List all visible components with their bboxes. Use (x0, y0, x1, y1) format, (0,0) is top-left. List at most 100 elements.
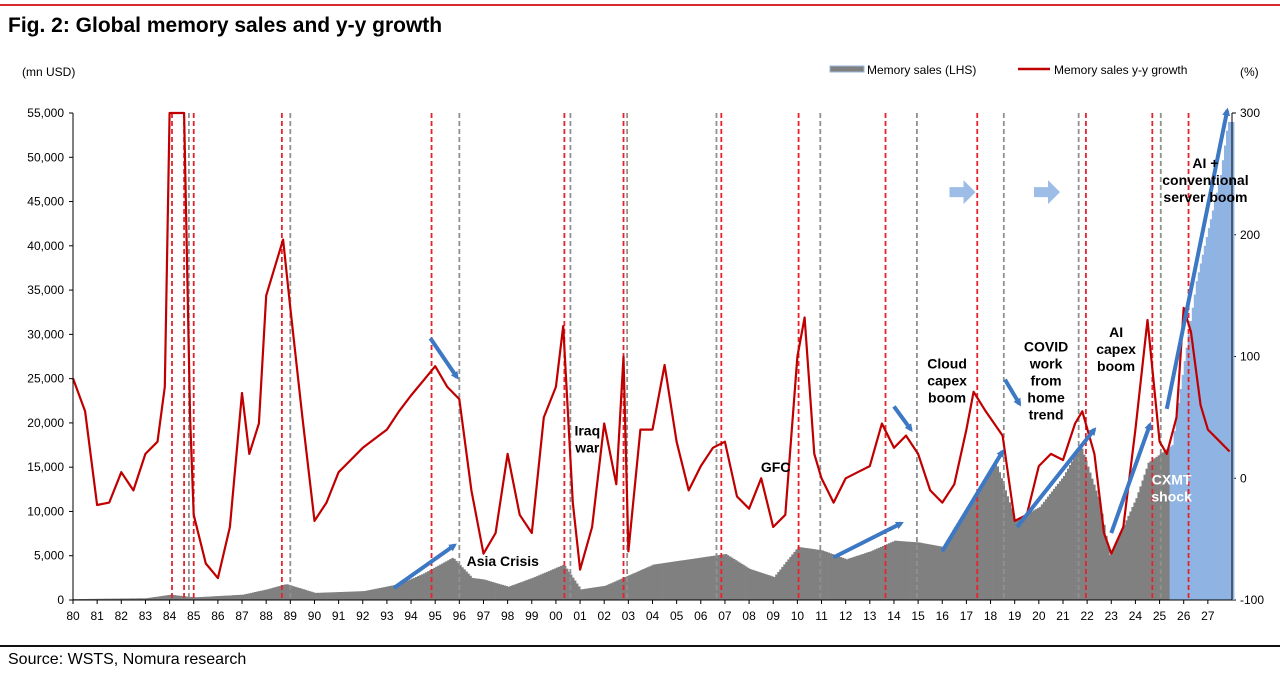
sales-bar (620, 578, 623, 600)
sales-bar (632, 573, 635, 600)
sales-bar (304, 589, 307, 600)
sales-bar (1193, 294, 1197, 600)
sales-bar (181, 596, 185, 600)
sales-bar (1105, 535, 1108, 600)
x-tick-label: 81 (90, 609, 104, 623)
x-tick-label: 18 (984, 609, 998, 623)
x-tick-label: 08 (742, 609, 756, 623)
sales-bar (511, 585, 514, 600)
sales-bar (111, 598, 114, 600)
sales-bar (91, 598, 94, 600)
sales-bar (771, 576, 774, 600)
sales-bar (785, 561, 788, 600)
sales-bar (362, 591, 366, 600)
annotation-line: conventional (1162, 172, 1248, 188)
chart-annotation: CXMT shock (1151, 471, 1192, 504)
sales-bar (374, 588, 378, 600)
sales-bar (1135, 498, 1138, 600)
sales-bar (960, 517, 963, 600)
sales-bar (227, 595, 231, 600)
sales-bar (928, 544, 931, 600)
x-tick-label: 07 (718, 609, 732, 623)
sales-bar (932, 545, 935, 600)
sales-bar (380, 587, 384, 600)
sales-bar (847, 558, 851, 600)
sales-bar (332, 592, 335, 600)
sales-bar (972, 497, 975, 600)
sales-bar (318, 592, 321, 600)
sales-bar (586, 588, 589, 600)
trend-arrow (1164, 107, 1231, 410)
sales-bar (537, 575, 541, 600)
sales-bar (473, 578, 476, 600)
sales-bar (348, 591, 352, 600)
sales-bar (427, 571, 430, 600)
x-tick-label: 95 (429, 609, 443, 623)
sales-bar (248, 593, 251, 600)
sales-bar (1079, 446, 1082, 600)
trend-arrow (428, 337, 459, 380)
sales-bar (1059, 481, 1062, 600)
sales-bar (525, 580, 529, 600)
sales-bar (1191, 307, 1195, 600)
sales-bar (242, 594, 245, 600)
left-tick-label: 30,000 (27, 327, 64, 341)
sales-bar (998, 472, 1001, 600)
sales-bar (183, 596, 187, 600)
sales-bar (1121, 529, 1124, 600)
sales-bar (1179, 389, 1183, 600)
sales-bar (672, 561, 675, 600)
sales-bar (119, 598, 122, 600)
sales-bar (254, 592, 257, 600)
sales-bar (741, 564, 744, 600)
sales-bar (443, 562, 446, 600)
sales-bar (483, 579, 486, 600)
sales-bar (698, 557, 702, 600)
sales-bar (366, 590, 370, 600)
x-tick-label: 17 (960, 609, 974, 623)
sales-bar (1139, 486, 1142, 600)
sales-bar (994, 464, 997, 600)
sales-bar (405, 581, 408, 600)
sales-bar (827, 552, 830, 600)
sales-bar (940, 546, 943, 600)
legend-swatch-sales (829, 65, 865, 73)
x-tick-label: 87 (235, 609, 249, 623)
sales-bar (310, 591, 313, 600)
sales-bar (139, 598, 142, 600)
sales-bar (344, 591, 347, 600)
annotation-line: AI (1109, 324, 1123, 340)
annotation-line: from (1031, 373, 1062, 389)
sales-bar (1000, 478, 1003, 600)
sales-bar (970, 500, 973, 600)
sales-bar (1157, 455, 1160, 600)
chart-annotation: Cloud capex boom (927, 356, 967, 406)
x-tick-label: 09 (767, 609, 781, 623)
sales-bar (602, 586, 605, 600)
x-tick-label: 25 (1153, 609, 1167, 623)
footer-rule (0, 645, 1280, 647)
sales-bar (533, 577, 537, 600)
sales-bar (894, 540, 897, 600)
direction-arrow-icon (1034, 180, 1061, 205)
sales-bar (572, 577, 575, 600)
x-tick-label: 02 (598, 609, 612, 623)
left-tick-label: 15,000 (27, 460, 64, 474)
sales-bar (163, 595, 166, 600)
sales-bar (668, 562, 671, 600)
sales-bar (833, 554, 836, 600)
sales-bar (407, 580, 410, 600)
sales-bar (604, 585, 607, 600)
sales-bar (519, 582, 523, 600)
sales-bar (958, 520, 961, 600)
sales-bar (527, 579, 531, 600)
sales-bar (250, 592, 253, 600)
sales-bar (165, 595, 168, 600)
sales-bar (175, 595, 178, 600)
sales-bar (392, 585, 396, 600)
sales-bar (652, 564, 655, 600)
sales-bar (1213, 201, 1217, 600)
sales-bar (252, 592, 255, 600)
sales-bar (582, 589, 585, 600)
x-tick-label: 11 (815, 609, 828, 623)
